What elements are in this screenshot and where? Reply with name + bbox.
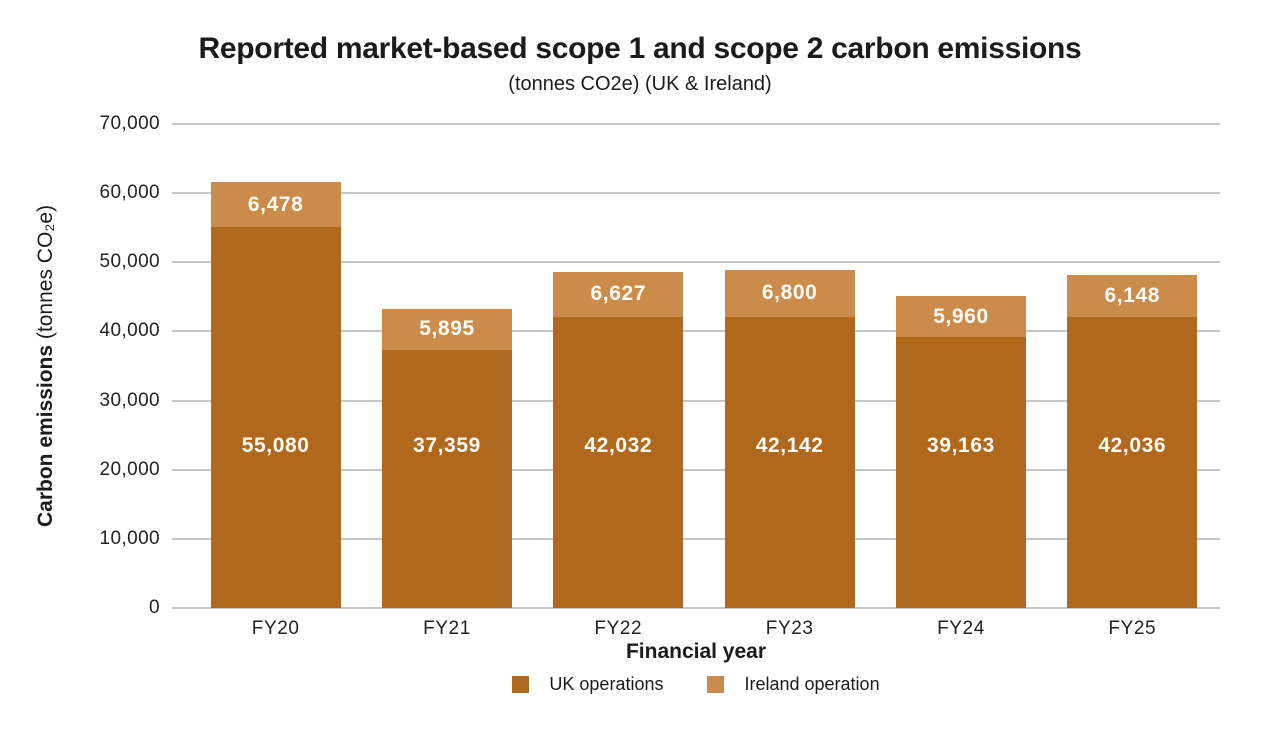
legend-label: UK operations xyxy=(549,674,664,694)
gridline xyxy=(172,123,1220,125)
uk-segment xyxy=(724,316,855,608)
chart-title: Reported market-based scope 1 and scope … xyxy=(198,32,1082,65)
uk-value-label: 42,036 xyxy=(1098,433,1167,457)
legend-item: Ireland operation xyxy=(707,674,880,695)
x-tick-label: FY25 xyxy=(1108,618,1157,639)
x-tick-label: FY21 xyxy=(423,618,471,639)
ireland-segment: 6,627 xyxy=(553,271,684,318)
ireland-value-label: 6,800 xyxy=(761,281,818,305)
uk-segment xyxy=(210,227,341,608)
bar-slot: 5,960 39,163 FY24 xyxy=(875,124,1046,639)
x-tick-label: FY22 xyxy=(594,618,643,639)
y-axis-title-unit: (tonnes CO₂e) xyxy=(34,204,57,340)
y-axis-title: Carbon emissions (tonnes CO₂e) xyxy=(34,124,64,608)
bars-layer: 6,478 55,080 FY20 5,895 37,359 FY21 6,627 42,03… xyxy=(190,124,1218,639)
stacked-bar: 6,478 55,080 xyxy=(210,182,341,608)
stacked-bar: 6,148 42,036 xyxy=(1067,274,1198,608)
y-tick-label: 50,000 xyxy=(99,251,160,273)
ireland-segment: 6,478 xyxy=(210,182,341,228)
uk-value-label: 42,032 xyxy=(584,433,653,457)
bar-slot: 6,627 42,032 FY22 xyxy=(533,124,704,639)
legend-swatch xyxy=(512,676,530,693)
gridline xyxy=(172,330,1220,333)
ireland-value-label: 6,627 xyxy=(590,282,647,306)
y-tick-label: 40,000 xyxy=(99,320,160,342)
ireland-value-label: 5,895 xyxy=(419,317,475,341)
y-tick-label: 20,000 xyxy=(99,458,160,480)
ireland-value-label: 5,960 xyxy=(933,304,989,328)
ireland-value-label: 6,148 xyxy=(1104,284,1161,308)
bar-slot: 6,478 55,080 FY20 xyxy=(190,124,361,639)
gridline xyxy=(172,537,1220,540)
uk-value-label: 39,163 xyxy=(927,433,995,457)
stacked-bar: 5,960 39,163 xyxy=(895,296,1026,608)
gridline xyxy=(172,261,1220,264)
ireland-segment: 5,895 xyxy=(381,308,512,350)
x-axis-title: Financial year xyxy=(625,640,767,663)
x-tick-label: FY20 xyxy=(251,618,300,639)
uk-value-label: 55,080 xyxy=(241,433,310,457)
uk-segment xyxy=(1067,317,1198,608)
gridline xyxy=(172,192,1220,195)
ireland-value-label: 6,478 xyxy=(247,192,304,216)
y-axis-title-main: Carbon emissions xyxy=(34,345,57,528)
y-tick-label: 70,000 xyxy=(99,113,160,134)
ireland-segment: 6,800 xyxy=(724,269,855,317)
y-tick-label: 60,000 xyxy=(99,182,160,204)
stacked-bar: 6,627 42,032 xyxy=(553,271,684,608)
ireland-segment: 6,148 xyxy=(1067,274,1198,318)
chart-subtitle: (tonnes CO2e) (UK & Ireland) xyxy=(508,73,772,95)
y-tick-label: 30,000 xyxy=(99,389,160,411)
stacked-bar: 5,895 37,359 xyxy=(381,308,512,608)
legend-swatch xyxy=(707,676,725,693)
gridline xyxy=(172,399,1220,402)
legend-label: Ireland operation xyxy=(744,674,880,694)
ireland-segment: 5,960 xyxy=(895,296,1026,338)
x-tick-label: FY24 xyxy=(937,618,985,639)
legend-item: UK operations xyxy=(512,674,663,695)
uk-segment xyxy=(381,349,512,608)
bar-slot: 6,800 42,142 FY23 xyxy=(704,124,875,639)
y-tick-label: 10,000 xyxy=(99,527,160,549)
uk-value-label: 37,359 xyxy=(413,433,481,457)
x-tick-label: FY23 xyxy=(765,618,814,639)
bar-slot: 5,895 37,359 FY21 xyxy=(361,124,532,639)
y-tick-label: 0 xyxy=(149,597,160,618)
uk-segment xyxy=(895,337,1026,608)
gridline xyxy=(172,607,1220,609)
legend: UK operations Ireland operation xyxy=(172,674,1220,695)
uk-segment xyxy=(553,317,684,608)
bar-slot: 6,148 42,036 FY25 xyxy=(1047,124,1218,639)
plot-area: 0 10,000 20,000 30,000 40,000 50,000 60,000 70,… xyxy=(99,113,1220,639)
stacked-bar: 6,800 42,142 xyxy=(724,269,855,608)
uk-value-label: 42,142 xyxy=(755,433,824,457)
gridline xyxy=(172,468,1220,471)
